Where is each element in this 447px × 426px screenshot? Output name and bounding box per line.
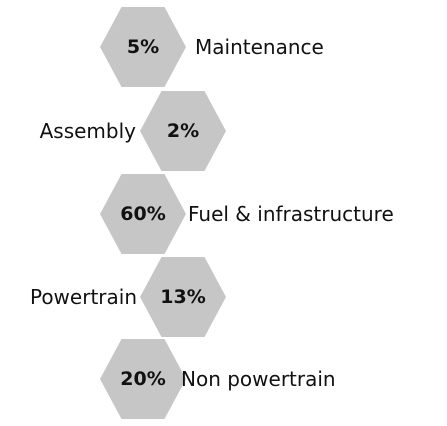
item-label: Non powertrain <box>181 367 336 391</box>
hexagon <box>100 174 186 254</box>
percentage: 13% <box>160 286 205 308</box>
item-label: Maintenance <box>195 35 324 59</box>
item-label: Powertrain <box>30 285 137 309</box>
item-label: Assembly <box>40 119 137 143</box>
percentage: 2% <box>167 120 199 142</box>
hexagon <box>100 339 186 419</box>
percentage: 60% <box>120 203 165 225</box>
item-label: Fuel & infrastructure <box>188 202 394 226</box>
percentage: 20% <box>120 368 165 390</box>
percentage: 5% <box>127 36 159 58</box>
hexagon <box>140 257 226 337</box>
hexagon <box>140 91 226 171</box>
hexagon <box>100 7 186 87</box>
